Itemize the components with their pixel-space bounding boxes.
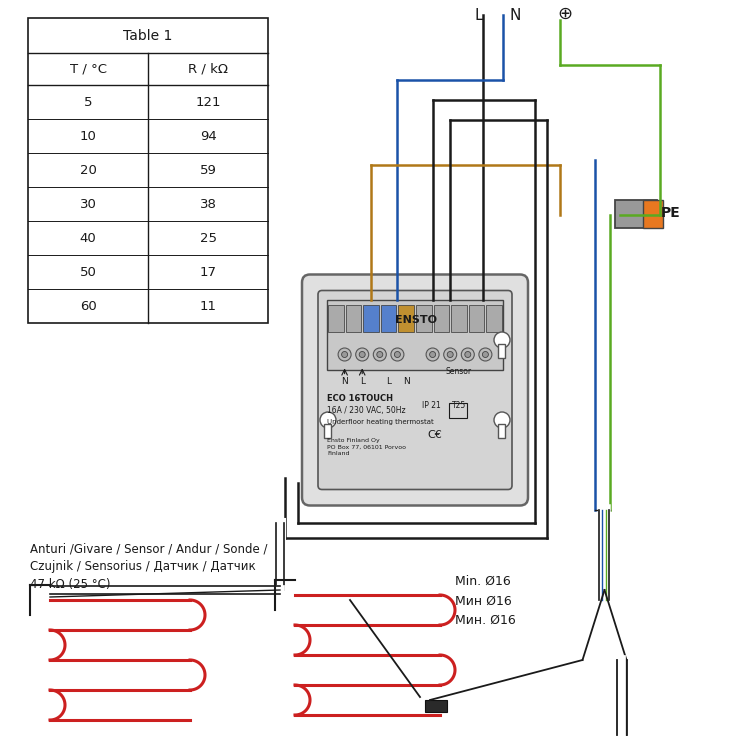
Circle shape bbox=[443, 348, 457, 361]
Bar bbox=[381, 304, 396, 332]
Bar bbox=[327, 300, 503, 369]
Bar bbox=[363, 304, 379, 332]
Text: N: N bbox=[509, 8, 520, 23]
Circle shape bbox=[359, 352, 366, 357]
Bar bbox=[324, 424, 332, 438]
Text: Min. Ø16
Мин Ø16
Мин. Ø16: Min. Ø16 Мин Ø16 Мин. Ø16 bbox=[455, 575, 516, 627]
Text: Sensor: Sensor bbox=[446, 367, 472, 376]
Text: 121: 121 bbox=[195, 95, 221, 109]
Text: C€: C€ bbox=[427, 430, 442, 440]
Text: L: L bbox=[386, 377, 391, 386]
Circle shape bbox=[356, 348, 368, 361]
Bar bbox=[451, 304, 467, 332]
Circle shape bbox=[377, 352, 383, 357]
Bar bbox=[328, 304, 344, 332]
Text: 20: 20 bbox=[79, 164, 96, 177]
Text: 60: 60 bbox=[79, 300, 96, 312]
Text: ⊕: ⊕ bbox=[557, 5, 573, 23]
Bar bbox=[346, 304, 361, 332]
Text: IP 21: IP 21 bbox=[422, 400, 440, 409]
Circle shape bbox=[479, 348, 492, 361]
Text: T25: T25 bbox=[452, 400, 466, 409]
Bar bbox=[498, 424, 506, 438]
Bar bbox=[498, 344, 506, 358]
Circle shape bbox=[447, 352, 453, 357]
Bar bbox=[399, 304, 414, 332]
Text: 11: 11 bbox=[200, 300, 217, 312]
FancyBboxPatch shape bbox=[302, 275, 528, 505]
Text: ECO 16TOUCH: ECO 16TOUCH bbox=[327, 394, 393, 403]
Text: 40: 40 bbox=[79, 232, 96, 244]
Text: 25: 25 bbox=[200, 232, 217, 244]
Bar bbox=[615, 200, 657, 228]
Text: L: L bbox=[475, 8, 483, 23]
Circle shape bbox=[338, 348, 351, 361]
Text: ENSTO: ENSTO bbox=[395, 315, 437, 325]
Text: 5: 5 bbox=[84, 95, 92, 109]
Bar bbox=[487, 304, 502, 332]
Bar bbox=[643, 200, 663, 228]
Text: N: N bbox=[403, 377, 410, 386]
Text: 17: 17 bbox=[200, 266, 217, 278]
Circle shape bbox=[374, 348, 386, 361]
Text: Table 1: Table 1 bbox=[123, 29, 172, 42]
Circle shape bbox=[426, 348, 439, 361]
Text: 16A / 230 VAC, 50Hz: 16A / 230 VAC, 50Hz bbox=[327, 406, 406, 414]
Bar bbox=[469, 304, 484, 332]
Circle shape bbox=[341, 352, 348, 357]
Text: Underfloor heating thermostat: Underfloor heating thermostat bbox=[327, 419, 434, 425]
Text: R / kΩ: R / kΩ bbox=[188, 62, 228, 75]
Text: T / °C: T / °C bbox=[70, 62, 106, 75]
Circle shape bbox=[320, 412, 336, 428]
Bar bbox=[449, 403, 467, 418]
Circle shape bbox=[391, 348, 404, 361]
Text: PE: PE bbox=[661, 206, 680, 220]
Bar bbox=[28, 18, 268, 323]
Text: 94: 94 bbox=[200, 130, 217, 143]
Circle shape bbox=[465, 352, 470, 357]
Text: 50: 50 bbox=[79, 266, 96, 278]
FancyBboxPatch shape bbox=[318, 291, 512, 489]
Circle shape bbox=[394, 352, 401, 357]
Bar bbox=[425, 700, 447, 712]
Circle shape bbox=[461, 348, 474, 361]
Circle shape bbox=[494, 332, 510, 348]
Text: 38: 38 bbox=[200, 198, 217, 210]
Text: Anturi /Givare / Sensor / Andur / Sonde /
Czujnik / Sensorius / Датчик / Датчик
: Anturi /Givare / Sensor / Andur / Sonde … bbox=[30, 542, 267, 591]
Text: 59: 59 bbox=[200, 164, 217, 177]
Circle shape bbox=[429, 352, 435, 357]
Text: 30: 30 bbox=[79, 198, 96, 210]
Text: 10: 10 bbox=[79, 130, 96, 143]
Circle shape bbox=[482, 352, 488, 357]
Text: N: N bbox=[341, 377, 348, 386]
Circle shape bbox=[494, 412, 510, 428]
Bar bbox=[416, 304, 432, 332]
Bar bbox=[434, 304, 449, 332]
Text: L: L bbox=[360, 377, 365, 386]
Text: Ensto Finland Oy
PO Box 77, 06101 Porvoo
Finland: Ensto Finland Oy PO Box 77, 06101 Porvoo… bbox=[327, 438, 406, 456]
